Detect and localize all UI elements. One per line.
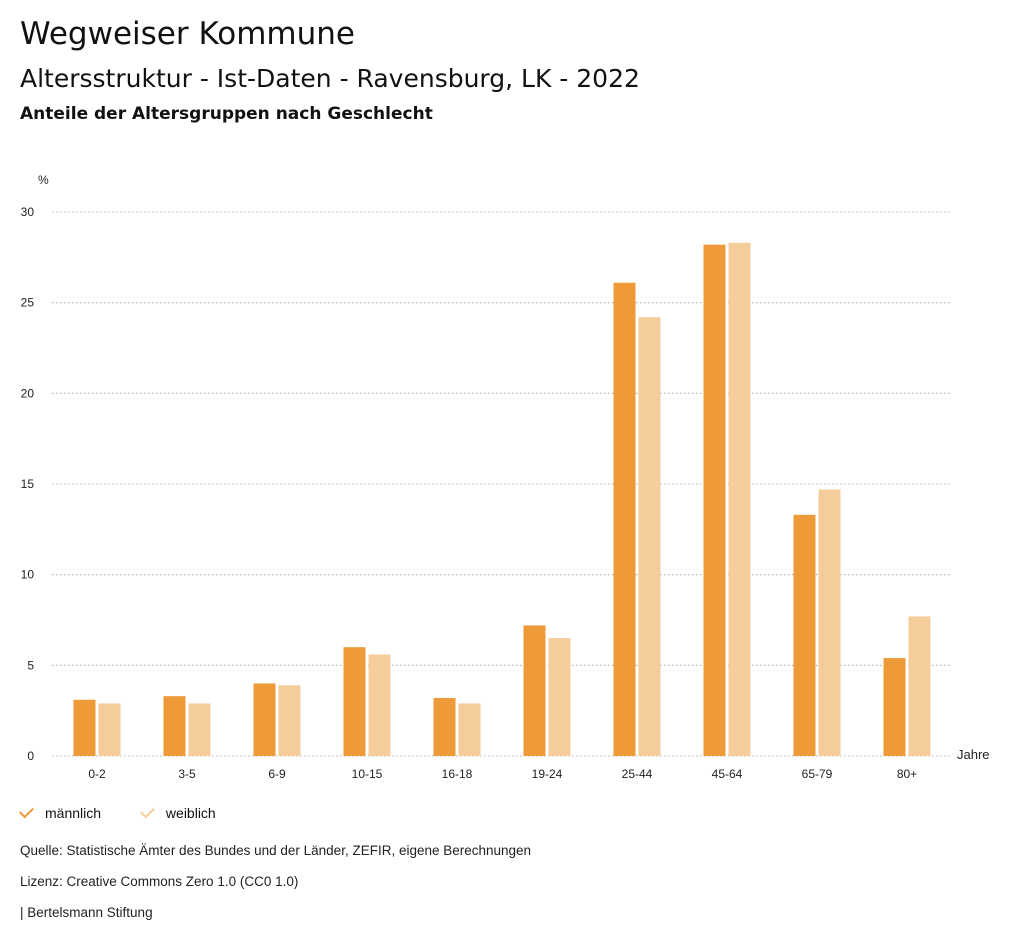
- y-tick-label: 10: [21, 568, 35, 582]
- publisher-note: | Bertelsmann Stiftung: [20, 905, 153, 920]
- y-tick-label: 5: [27, 658, 34, 672]
- chart-subtitle: Altersstruktur - Ist-Daten - Ravensburg,…: [20, 64, 640, 93]
- source-note: Quelle: Statistische Ämter des Bundes un…: [20, 843, 532, 858]
- bar-weiblich: [98, 703, 121, 756]
- y-tick-label: 30: [21, 205, 35, 219]
- checkmark-icon: [19, 803, 34, 819]
- bar-weiblich: [728, 242, 751, 756]
- bar-maennlich: [253, 683, 276, 756]
- legend-item-weiblich[interactable]: weiblich: [139, 803, 216, 821]
- page-title: Wegweiser Kommune: [20, 16, 355, 52]
- x-tick-label: 19-24: [532, 767, 563, 781]
- x-tick-label: 80+: [897, 767, 917, 781]
- x-tick-label: 10-15: [352, 767, 383, 781]
- bar-weiblich: [818, 489, 841, 756]
- checkmark-icon: [139, 803, 155, 819]
- y-tick-label: 20: [21, 386, 35, 400]
- bar-weiblich: [278, 685, 301, 756]
- bar-maennlich: [613, 282, 636, 756]
- license-note: Lizenz: Creative Commons Zero 1.0 (CC0 1…: [20, 874, 299, 889]
- y-tick-label: 25: [21, 296, 35, 310]
- y-axis-label: %: [38, 173, 49, 187]
- legend-label: männlich: [45, 805, 102, 821]
- y-tick-label: 15: [21, 477, 35, 491]
- legend-item-maennlich[interactable]: männlich: [19, 803, 102, 821]
- x-tick-label: 3-5: [178, 767, 196, 781]
- legend: männlich weiblich: [19, 802, 252, 821]
- bar-maennlich: [883, 658, 906, 756]
- bar-maennlich: [343, 647, 366, 756]
- x-axis-label: Jahre: [957, 747, 990, 762]
- bar-weiblich: [908, 616, 931, 756]
- bar-maennlich: [703, 244, 726, 756]
- bar-maennlich: [793, 514, 816, 756]
- x-tick-label: 16-18: [442, 767, 473, 781]
- x-tick-label: 45-64: [712, 767, 743, 781]
- bar-weiblich: [458, 703, 481, 756]
- bar-weiblich: [368, 654, 391, 756]
- bar-weiblich: [188, 703, 211, 756]
- bar-weiblich: [638, 317, 661, 756]
- x-tick-label: 0-2: [88, 767, 106, 781]
- x-tick-label: 25-44: [622, 767, 653, 781]
- x-tick-label: 65-79: [802, 767, 833, 781]
- bar-maennlich: [73, 699, 96, 756]
- bar-weiblich: [548, 638, 571, 756]
- legend-label: weiblich: [165, 805, 216, 821]
- chart-description: Anteile der Altersgruppen nach Geschlech…: [20, 104, 433, 124]
- bar-maennlich: [523, 625, 546, 756]
- y-tick-label: 0: [27, 749, 34, 763]
- bar-chart: 0 5 10 15 20 25 30% Jahre 0-2 3-5 6-9 10-15 16-18 19-…: [21, 173, 990, 781]
- x-tick-label: 6-9: [268, 767, 286, 781]
- bar-maennlich: [433, 697, 456, 756]
- bar-maennlich: [163, 696, 186, 756]
